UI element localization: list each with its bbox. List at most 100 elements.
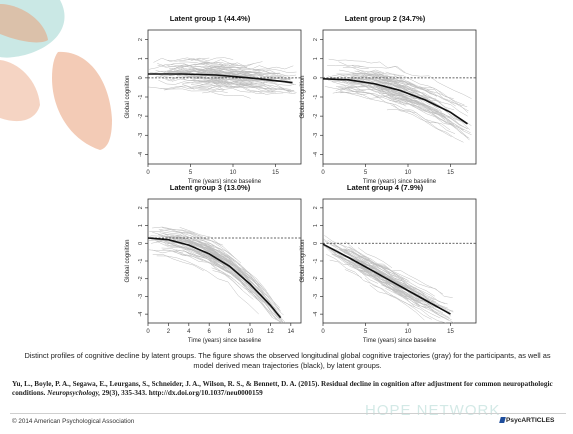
trajectory-line — [385, 288, 420, 308]
trajectory-line — [386, 108, 464, 143]
x-tick-label: 0 — [146, 329, 150, 335]
trajectory-line — [382, 90, 468, 130]
mean-trajectory-line — [322, 78, 468, 125]
trajectory-line — [348, 246, 366, 257]
psycarticles-logo: PsycARTICLES — [499, 417, 555, 424]
trajectory-line — [173, 67, 191, 74]
trajectory-line — [186, 71, 290, 80]
trajectory-line — [335, 91, 456, 134]
y-tick-label: -4 — [313, 312, 319, 317]
x-tick-label: 15 — [447, 170, 454, 176]
chart-title: Latent group 4 (7.9%) — [346, 183, 424, 192]
trajectory-line — [179, 227, 221, 246]
trajectory-line — [376, 76, 437, 104]
trajectory-line — [379, 73, 431, 95]
trajectory-line — [159, 229, 201, 240]
trajectory-line — [335, 88, 464, 131]
x-tick-label: 4 — [187, 329, 191, 335]
trajectory-line — [169, 67, 263, 74]
trajectory-line — [367, 69, 385, 74]
petal-orange-top — [0, 4, 48, 43]
x-tick-label: 14 — [287, 329, 294, 335]
x-tick-label: 12 — [267, 329, 274, 335]
mean-trajectory-line — [147, 237, 282, 319]
y-axis-label: Global cognition — [125, 75, 131, 118]
trajectory-line — [152, 249, 214, 266]
y-tick-label: 0 — [138, 76, 144, 79]
x-axis-label: Time (years) since baseline — [188, 179, 262, 185]
trajectory-line — [204, 62, 248, 68]
y-tick-label: -3 — [313, 294, 319, 299]
y-tick-label: 1 — [313, 224, 319, 227]
x-tick-label: 10 — [230, 170, 237, 176]
trajectory-line — [212, 270, 254, 300]
y-axis-label: Global cognition — [300, 239, 306, 282]
y-tick-label: -1 — [313, 259, 319, 264]
x-tick-label: 6 — [208, 329, 212, 335]
y-tick-label: 1 — [138, 57, 144, 60]
trajectory-line — [325, 254, 420, 307]
trajectory-line — [328, 58, 406, 73]
trajectory-line — [359, 256, 436, 303]
x-axis-label: Time (years) since baseline — [363, 338, 437, 344]
trajectory-line — [186, 251, 218, 264]
trajectory-line — [175, 249, 217, 266]
trajectory-line — [338, 61, 365, 68]
trajectory-line — [212, 253, 284, 316]
trajectory-line — [191, 65, 294, 75]
logo-text: PsycARTICLES — [506, 417, 555, 424]
trajectory-line — [323, 240, 418, 297]
trajectory-line — [339, 243, 408, 281]
trajectory-line — [198, 87, 284, 95]
trajectory-line — [152, 254, 204, 272]
trajectory-line — [351, 65, 369, 69]
trajectory-line — [160, 85, 195, 90]
trajectory-line — [199, 81, 251, 87]
logo-mark-icon — [499, 417, 506, 423]
y-tick-label: 2 — [138, 206, 144, 209]
observed-trajectories — [324, 58, 472, 143]
trajectory-line — [182, 249, 204, 262]
trajectory-line — [202, 91, 228, 94]
trajectory-line — [208, 74, 294, 91]
trajectory-line — [379, 82, 431, 106]
x-tick-label: 5 — [364, 170, 368, 176]
y-tick-label: 1 — [138, 224, 144, 227]
chart-panel-4: Latent group 4 (7.9%) 0 5 10 15 2 1 0 -1 -2 -3 -4 T… — [290, 183, 480, 363]
y-tick-label: -1 — [313, 95, 319, 100]
x-tick-label: 0 — [146, 170, 150, 176]
trajectory-line — [148, 239, 281, 311]
trajectory-line — [328, 248, 364, 268]
trajectory-line — [188, 69, 248, 77]
trajectory-line — [369, 72, 456, 115]
trajectory-line — [162, 232, 265, 296]
trajectory-line — [158, 79, 252, 86]
y-axis-label: Global cognition — [300, 75, 306, 118]
trajectory-line — [167, 58, 210, 63]
x-axis-label: Time (years) since baseline — [363, 179, 437, 185]
trajectory-line — [327, 239, 371, 267]
citation-authors: Yu, L., Boyle, P. A., Segawa, E., Leurga… — [12, 380, 553, 398]
trajectory-line — [194, 82, 229, 88]
citation-details: 29(3), 335-343. http://dx.doi.org/10.103… — [102, 389, 263, 398]
x-tick-label: 15 — [447, 329, 454, 335]
trajectory-line — [329, 259, 432, 320]
trajectory-line — [357, 256, 418, 293]
trajectory-line — [382, 87, 469, 138]
trajectory-line — [194, 62, 255, 67]
y-tick-label: 0 — [313, 242, 319, 245]
y-tick-label: -1 — [138, 259, 144, 264]
y-tick-label: -4 — [138, 312, 144, 317]
trajectory-line — [211, 267, 243, 291]
y-tick-label: 2 — [313, 38, 319, 41]
x-tick-label: 10 — [405, 329, 412, 335]
plot-frame — [322, 29, 477, 165]
trajectory-line — [150, 235, 182, 243]
footer-divider — [10, 413, 566, 414]
trajectory-line — [159, 232, 232, 264]
x-tick-label: 5 — [189, 170, 193, 176]
watermark-text: HOPE NETWORK — [365, 402, 501, 419]
x-tick-label: 5 — [364, 329, 368, 335]
chart-title: Latent group 1 (44.4%) — [169, 14, 251, 23]
